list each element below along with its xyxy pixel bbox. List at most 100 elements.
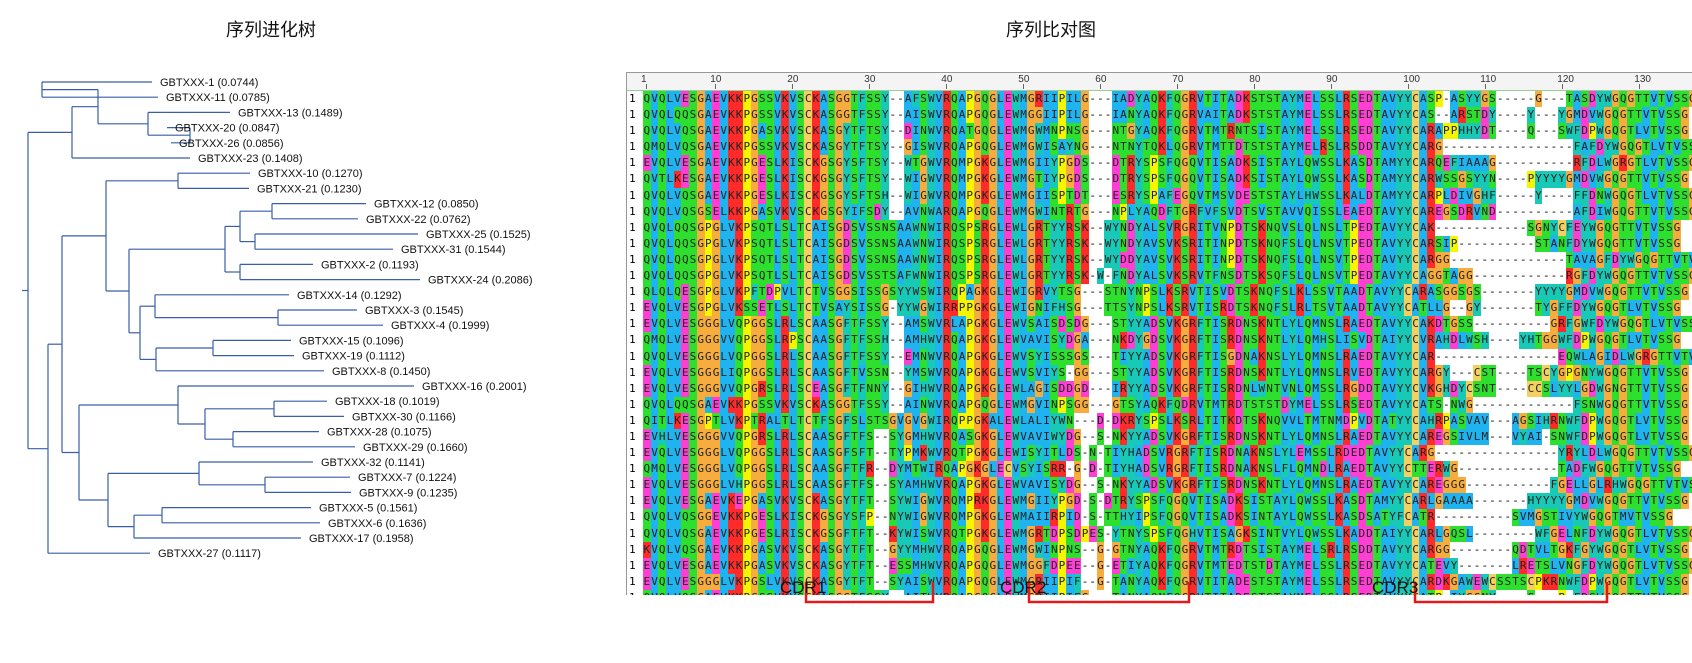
ruler-tick-label: 1 [641,74,647,85]
row-number: 1 [627,364,643,381]
tree-leaf-label: GBTXXX-17 (0.1958) [309,533,414,545]
alignment-row: 1 QMQLVESGGGLVQPGGSLRLSCAASGFTFR--DYMTWIR… [627,461,1692,478]
ruler-tick-label: 70 [1172,74,1184,85]
ruler-tick-label: 30 [864,74,876,85]
alignment-row: 1 QVQLVQSGAEVKKPGASVKVSCKASGYTFTSY--DINWV… [627,123,1692,140]
tree-leaf-label: GBTXXX-5 (0.1561) [319,503,417,515]
row-number: 1 [627,396,643,413]
alignment-row: 1 QVQLVESGAEVKKPGSSVKVSCKASGGTFSSY--AFSWV… [627,91,1692,108]
tree-leaf-label: GBTXXX-25 (0.1525) [426,229,531,241]
alignment-row: 1 QLQLQESGPGLVKPFTDPVLTCTVSGGSISSGSYYWSWI… [627,284,1692,301]
row-number: 1 [627,155,643,172]
row-number: 1 [627,509,643,526]
alignment-row: 1 EVQLVESGAEVKKPGESLKISCKGSGYSFTSY--WTGWV… [627,155,1692,172]
row-number: 1 [627,300,643,317]
row-number: 1 [627,428,643,446]
ruler-tick [1639,84,1641,89]
alignment-title: 序列比对图 [1006,20,1096,41]
tree-leaf-label: GBTXXX-24 (0.2086) [428,275,533,287]
alignment-row: 1 QVQLVQSGSELKKPGASVKVSCKGSGYIFSDY--AVNWA… [627,203,1692,220]
tree-leaf-label: GBTXXX-26 (0.0856) [179,138,284,150]
alignment-row: 1 EVQLVESGPGLVKSSETLSLTCTVSAYSISSG-YYWGWI… [627,300,1692,317]
tree-leaf-label: GBTXXX-15 (0.1096) [299,335,404,347]
tree-leaf-label: GBTXXX-9 (0.1235) [359,487,457,499]
ruler-tick [869,84,871,89]
row-number: 1 [627,573,643,590]
ruler-tick-label: 60 [1095,74,1107,85]
row-number: 1 [627,139,643,156]
row-number: 1 [627,284,643,301]
row-number: 1 [627,348,643,365]
ruler-tick-label: 40 [941,74,953,85]
alignment-row: 1 QMQLVESGGGVVQPGGSLRPSCAASGFTFSSH--AMHWV… [627,332,1692,349]
row-number: 1 [627,541,643,558]
alignment-row: 1 QVQLVESGGGLVQPGGSLRLSCAASGFTFSSY--EMNWV… [627,348,1692,365]
alignment-row: 1 QVQLQQSGAEVKKPGSSVKVSCKASGGTFSSY--AINWV… [627,396,1692,413]
row-number: 1 [627,380,643,397]
ruler-tick [1331,84,1333,89]
tree-title: 序列进化树 [226,20,316,41]
row-number: 1 [627,171,643,188]
tree-leaf-label: GBTXXX-30 (0.1166) [352,411,456,423]
ruler-tick-label: 10 [710,74,722,85]
alignment-row: 1 QVTLKESGAEVKKPGESLKISCKGSGYSFTSY--WIGWV… [627,171,1692,188]
row-number: 1 [627,412,643,429]
alignment-row: 1 QVQLVQSGAEVKKPGESLKISCKGSGYSFTSH--WIGWV… [627,187,1692,204]
ruler-tick [1254,84,1256,89]
row-number: 1 [627,123,643,140]
ruler-tick-label: 120 [1557,74,1574,85]
ruler-tick [792,84,794,89]
ruler-tick [1177,84,1179,89]
tree-leaf-label: GBTXXX-21 (0.1230) [257,183,362,195]
tree-leaf-label: GBTXXX-11 (0.0785) [166,92,270,104]
tree-leaf-label: GBTXXX-28 (0.1075) [327,427,432,439]
position-ruler: 1 10 20 30 40 50 60 70 80 90 100 110 120 130 [627,73,1692,91]
row-number: 1 [627,251,643,269]
ruler-tick [1562,84,1564,89]
ruler-tick-label: 110 [1480,74,1497,85]
tree-leaf-label: GBTXXX-31 (0.1544) [401,244,506,256]
ruler-tick [1023,84,1025,89]
tree-leaf-label: GBTXXX-10 (0.1270) [258,168,363,180]
row-number: 1 [627,203,643,220]
tree-leaf-label: GBTXXX-7 (0.1224) [358,472,456,484]
tree-leaf-label: GBTXXX-27 (0.1117) [158,548,261,560]
cdr2-label: CDR2 [1000,578,1047,597]
alignment-row: 1 QVQLQQSGPGLVKPSQTLSLTCAISGDSVSSNSAAWNWI… [627,219,1692,236]
tree-leaf-label: GBTXXX-20 (0.0847) [175,123,280,135]
ruler-tick [646,84,647,89]
row-number: 1 [627,589,643,595]
tree-leaf-label: GBTXXX-19 (0.1112) [302,351,405,363]
row-number: 1 [627,187,643,204]
alignment-row: 1 QVQLQQSGAEVKKPGSSVKVSCKASGGTFSSY--AISWV… [627,107,1692,124]
row-number: 1 [627,525,643,542]
tree-leaf-label: GBTXXX-14 (0.1292) [297,290,402,302]
alignment-row: 1 EVHLVESGGGVVQPGRSLRLSCAASGFTFS--SYGMHWV… [627,428,1692,446]
alignment-row: 1 EVQLVESGGGVVQPGRSLRLSCEASGFTFNNY--GIHWV… [627,380,1692,397]
alignment-row: 1 EVQLVESGGGLVKPGSLVKVSCKASGYTFT--SYAISWV… [627,573,1692,590]
tree-leaf-label: GBTXXX-13 (0.1489) [238,107,343,119]
alignment-viewer[interactable]: 1 10 20 30 40 50 60 70 80 90 100 110 120 130 1 QVQLVES… [626,72,1692,595]
row-number: 1 [627,461,643,478]
alignment-row: 1 QVQLQQSGPGLVKPSQTLSLTCAISGDSVSSTSAFWNWI… [627,268,1692,285]
row-number: 1 [627,91,643,108]
alignment-row: 1 EVQLVESGAEVKKPGASVKVSCKASGYTFT--ESSMHWV… [627,557,1692,574]
tree-leaf-label: GBTXXX-12 (0.0850) [374,199,479,211]
alignment-row: 1 KVQLVQSGAEVKKPGASVKVSCKASGYTFT--GYYMHWV… [627,541,1692,558]
alignment-row: 1 EVQLVESGGGLVQPGGSLRLSCAASGFTFSSY--AMSWV… [627,316,1692,333]
alignment-row: 1 QVQLQQSGPGLVKPSQTLSLTCAISGDSVSSNSAAWNWI… [627,251,1692,269]
ruler-tick [1408,84,1410,89]
row-number: 1 [627,557,643,574]
alignment-rows: 1 QVQLVESGAEVKKPGSSVKVSCKASGGTFSSY--AFSWV… [627,91,1692,595]
alignment-row: 1 EVQLVESGGGLVQPGGSLRLSCAASGFSFT--TYPMKWV… [627,445,1692,462]
ruler-tick [715,84,717,89]
alignment-row: 1 EVQLVESGGGLIQPGGSLRLSCAASGFTVSSN--YMSWV… [627,364,1692,381]
row-number: 1 [627,445,643,462]
ruler-tick-label: 90 [1326,74,1338,85]
tree-leaf-label: GBTXXX-8 (0.1450) [332,366,430,378]
tree-leaf-label: GBTXXX-4 (0.1999) [391,320,489,332]
tree-leaf-label: GBTXXX-18 (0.1019) [335,396,440,408]
tree-leaf-label: GBTXXX-2 (0.1193) [321,259,419,271]
ruler-tick-label: 130 [1634,74,1651,85]
cdr3-label: CDR3 [1372,578,1419,597]
